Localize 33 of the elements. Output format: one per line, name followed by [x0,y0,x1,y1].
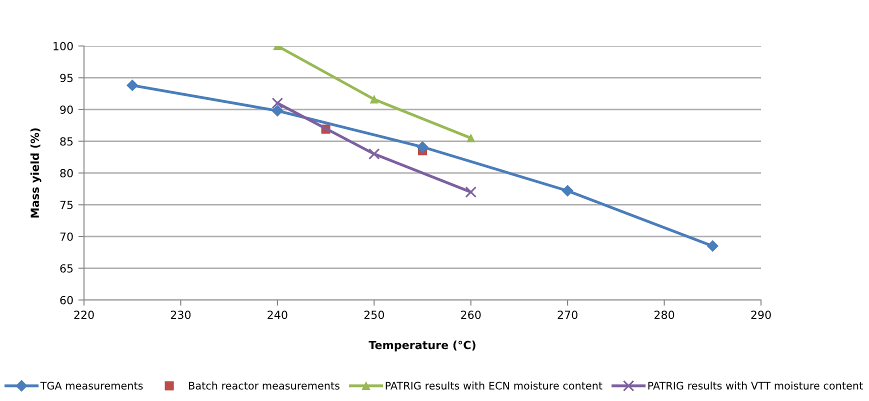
y-tick-label: 100 [54,42,73,50]
x-tick-label: 270 [558,310,578,320]
point [368,148,380,160]
y-tick-label: 75 [60,200,73,210]
legend-label: TGA measurements [40,382,143,390]
point [465,186,477,198]
x-tick-label: 280 [654,310,674,320]
point [126,80,138,92]
point [562,185,574,197]
point [272,97,284,109]
legend-label: Batch reactor measurements [189,382,340,390]
point [706,240,718,252]
point [416,141,428,153]
y-tick-label: 65 [60,264,73,273]
x-tick-label: 230 [170,310,191,320]
x-axis-title: Temperature (°C) [368,340,476,352]
x-tick-label: 240 [268,310,288,320]
point [272,105,284,117]
point [370,95,378,104]
x-tick-label: 290 [751,310,771,320]
y-tick-label: 60 [60,296,73,304]
y-tick-label: 85 [60,137,73,146]
y-tick-label: 70 [60,232,73,241]
legend-label: PATRIG results with ECN moisture content [386,382,602,390]
y-axis-title: Mass yield (%) [30,128,42,218]
point [466,134,476,142]
x-tick-label: 220 [74,310,94,320]
y-tick-label: 95 [60,74,73,82]
y-tick-label: 80 [60,168,73,178]
x-tick-label: 250 [364,310,384,320]
y-tick-label: 90 [60,105,73,114]
legend-label: PATRIG results with VTT moisture content [648,382,863,390]
x-tick-label: 260 [461,310,481,320]
